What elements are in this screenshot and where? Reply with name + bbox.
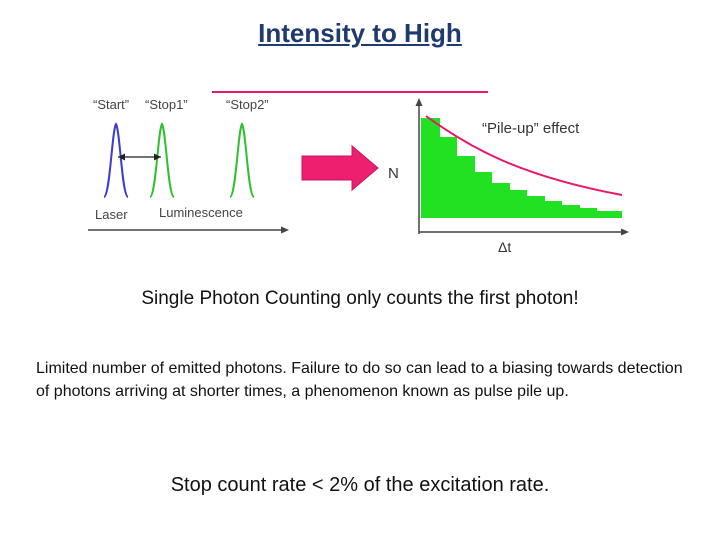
n-axis-arrowhead xyxy=(415,98,423,106)
single-photon-statement: Single Photon Counting only counts the f… xyxy=(141,288,579,309)
hist-bar-5 xyxy=(492,183,510,218)
label-stop2: “Stop2” xyxy=(226,97,269,112)
label-stop1: “Stop1” xyxy=(145,97,188,112)
pileup-curve xyxy=(425,115,623,196)
hist-bar-6 xyxy=(510,190,527,218)
hist-bar-11 xyxy=(597,211,622,218)
label-laser: Laser xyxy=(95,207,128,222)
hist-bar-8 xyxy=(545,201,562,218)
dt-axis-arrowhead xyxy=(621,228,629,236)
hist-bar-4 xyxy=(475,172,492,218)
label-luminescence: Luminescence xyxy=(159,205,243,220)
hist-bar-10 xyxy=(580,208,597,218)
stop2-pulse xyxy=(229,122,255,198)
pileup-diagram: “Start” “Stop1” “Stop2” Laser Luminescen… xyxy=(88,91,629,255)
label-start: “Start” xyxy=(93,97,129,112)
laser-pulse xyxy=(103,122,129,198)
explanation-paragraph: Limited number of emitted photons. Failu… xyxy=(36,360,683,400)
slide-title: Intensity to High xyxy=(258,18,462,48)
time-axis-arrowhead xyxy=(281,226,289,234)
label-pileup: “Pile-up” effect xyxy=(482,120,580,137)
hist-bar-2 xyxy=(440,137,457,218)
stop1-pulse xyxy=(149,122,175,198)
label-n-axis: N xyxy=(388,165,399,182)
histogram xyxy=(421,118,622,218)
hist-bar-1 xyxy=(421,118,440,218)
interval-arrow-head-right xyxy=(154,153,161,161)
label-dt-axis: Δt xyxy=(498,239,511,255)
stop-count-rate-rule: Stop count rate < 2% of the excitation r… xyxy=(170,474,550,496)
interval-arrow-head-left xyxy=(118,153,125,161)
hist-bar-9 xyxy=(562,205,580,218)
transform-arrow xyxy=(301,144,379,192)
hist-bar-7 xyxy=(527,196,545,218)
hist-bar-3 xyxy=(457,156,475,218)
